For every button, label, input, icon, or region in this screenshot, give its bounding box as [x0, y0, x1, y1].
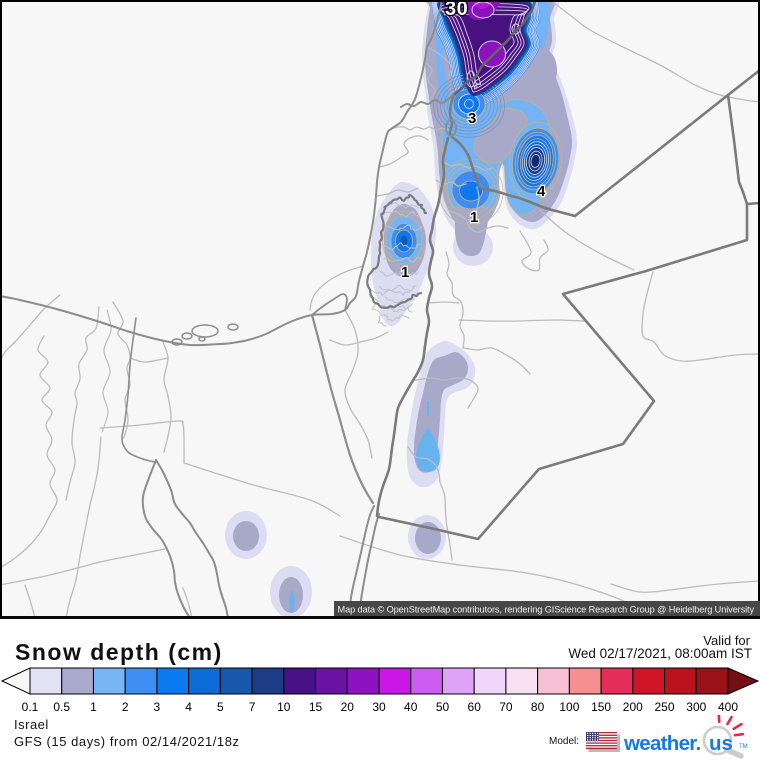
svg-text:Map data © OpenStreetMap contr: Map data © OpenStreetMap contributors, r…: [338, 605, 755, 615]
svg-text:4: 4: [537, 183, 546, 200]
svg-text:TM: TM: [739, 744, 748, 750]
svg-text:0.1: 0.1: [22, 700, 39, 714]
svg-text:70: 70: [499, 700, 513, 714]
svg-text:2: 2: [122, 700, 129, 714]
svg-text:5: 5: [217, 700, 224, 714]
svg-text:400: 400: [718, 700, 738, 714]
svg-text:30: 30: [445, 0, 468, 20]
svg-text:1: 1: [401, 264, 409, 281]
svg-text:250: 250: [654, 700, 674, 714]
svg-text:10: 10: [277, 700, 291, 714]
svg-text:60: 60: [468, 700, 482, 714]
svg-text:3: 3: [468, 110, 476, 127]
svg-text:80: 80: [531, 700, 545, 714]
svg-text:3: 3: [154, 700, 161, 714]
svg-text:40: 40: [404, 700, 418, 714]
svg-text:200: 200: [623, 700, 643, 714]
svg-text:20: 20: [341, 700, 355, 714]
svg-text:15: 15: [309, 700, 323, 714]
svg-text:us: us: [709, 732, 733, 755]
svg-text:0.5: 0.5: [53, 700, 70, 714]
svg-text:30: 30: [372, 700, 386, 714]
svg-text:150: 150: [591, 700, 611, 714]
svg-text:weather.: weather.: [623, 732, 700, 755]
svg-text:1: 1: [470, 209, 478, 226]
svg-text:300: 300: [686, 700, 706, 714]
svg-text:4: 4: [185, 700, 192, 714]
svg-text:7: 7: [249, 700, 256, 714]
svg-text:1: 1: [90, 700, 97, 714]
svg-text:50: 50: [436, 700, 450, 714]
svg-text:100: 100: [559, 700, 579, 714]
